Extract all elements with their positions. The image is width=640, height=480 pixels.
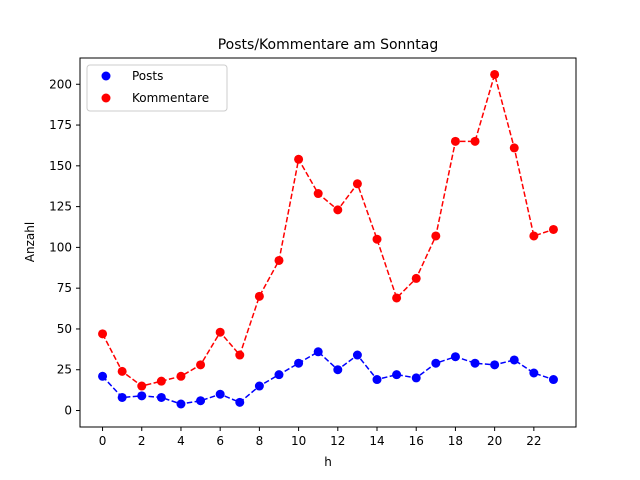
data-point-0-6 <box>215 389 225 399</box>
data-point-0-17 <box>431 358 441 368</box>
x-tick-label: 20 <box>487 434 502 448</box>
y-axis: 0 25 50 75 100 125 150 175 200 <box>49 77 80 418</box>
data-point-0-8 <box>254 381 264 391</box>
data-point-1-20 <box>490 69 500 79</box>
data-point-0-14 <box>372 375 382 385</box>
data-point-1-6 <box>215 327 225 337</box>
y-tick-label: 0 <box>64 404 72 418</box>
data-point-0-12 <box>333 365 343 375</box>
y-tick-label: 50 <box>57 322 72 336</box>
data-point-0-0 <box>98 371 108 381</box>
data-point-1-3 <box>156 376 166 386</box>
x-tick-label: 0 <box>99 434 107 448</box>
data-point-0-9 <box>274 370 284 380</box>
data-point-0-15 <box>392 370 402 380</box>
data-point-1-2 <box>137 381 147 391</box>
data-point-1-7 <box>235 350 245 360</box>
data-point-0-18 <box>450 352 460 362</box>
y-axis-label: Anzahl <box>23 222 37 262</box>
data-point-1-18 <box>450 136 460 146</box>
legend-label-0: Posts <box>132 69 163 83</box>
legend-marker-0 <box>101 71 111 81</box>
legend-box <box>86 64 228 112</box>
data-point-0-5 <box>196 396 206 406</box>
legend: Posts Kommentare <box>86 64 228 112</box>
data-point-1-14 <box>372 234 382 244</box>
data-point-1-17 <box>431 231 441 241</box>
y-tick-label: 175 <box>49 118 72 132</box>
data-point-0-3 <box>156 392 166 402</box>
data-point-0-4 <box>176 399 186 409</box>
y-tick-label: 100 <box>49 240 72 254</box>
x-tick-label: 22 <box>526 434 541 448</box>
data-point-0-21 <box>509 355 519 365</box>
y-tick-label: 25 <box>57 363 72 377</box>
plot-area <box>98 69 558 409</box>
data-point-0-11 <box>313 347 323 357</box>
data-point-1-9 <box>274 255 284 265</box>
data-point-0-1 <box>117 392 127 402</box>
data-point-0-22 <box>529 368 539 378</box>
y-tick-label: 150 <box>49 159 72 173</box>
legend-label-1: Kommentare <box>132 91 209 105</box>
data-point-0-19 <box>470 358 480 368</box>
data-point-1-13 <box>352 179 362 189</box>
x-tick-label: 18 <box>448 434 463 448</box>
data-point-1-8 <box>254 291 264 301</box>
x-tick-label: 12 <box>330 434 345 448</box>
x-tick-label: 16 <box>409 434 424 448</box>
x-tick-label: 14 <box>369 434 384 448</box>
data-point-0-13 <box>352 350 362 360</box>
data-point-0-10 <box>294 358 304 368</box>
data-point-1-10 <box>294 154 304 164</box>
data-point-1-21 <box>509 143 519 153</box>
legend-marker-1 <box>101 93 111 103</box>
x-tick-label: 6 <box>216 434 224 448</box>
data-point-1-19 <box>470 136 480 146</box>
data-point-1-4 <box>176 371 186 381</box>
y-tick-label: 125 <box>49 200 72 214</box>
data-point-1-16 <box>411 273 421 283</box>
x-axis-label: h <box>324 455 332 469</box>
axes-frame <box>79 57 577 428</box>
data-point-1-15 <box>392 293 402 303</box>
x-tick-label: 2 <box>138 434 146 448</box>
data-point-1-22 <box>529 231 539 241</box>
data-point-1-5 <box>196 360 206 370</box>
y-tick-label: 75 <box>57 281 72 295</box>
data-point-1-0 <box>98 329 108 339</box>
x-tick-label: 10 <box>291 434 306 448</box>
data-point-0-7 <box>235 397 245 407</box>
data-point-1-1 <box>117 366 127 376</box>
data-point-0-16 <box>411 373 421 383</box>
data-point-1-23 <box>548 224 558 234</box>
y-tick-label: 200 <box>49 77 72 91</box>
chart-title: Posts/Kommentare am Sonntag <box>218 37 439 53</box>
x-axis: 0 2 4 6 8 10 12 14 16 18 20 22 <box>99 427 541 448</box>
data-point-0-20 <box>490 360 500 370</box>
data-point-0-2 <box>137 391 147 401</box>
x-tick-label: 4 <box>177 434 185 448</box>
x-tick-label: 8 <box>256 434 264 448</box>
data-point-0-23 <box>548 375 558 385</box>
data-point-1-11 <box>313 189 323 199</box>
data-point-1-12 <box>333 205 343 215</box>
